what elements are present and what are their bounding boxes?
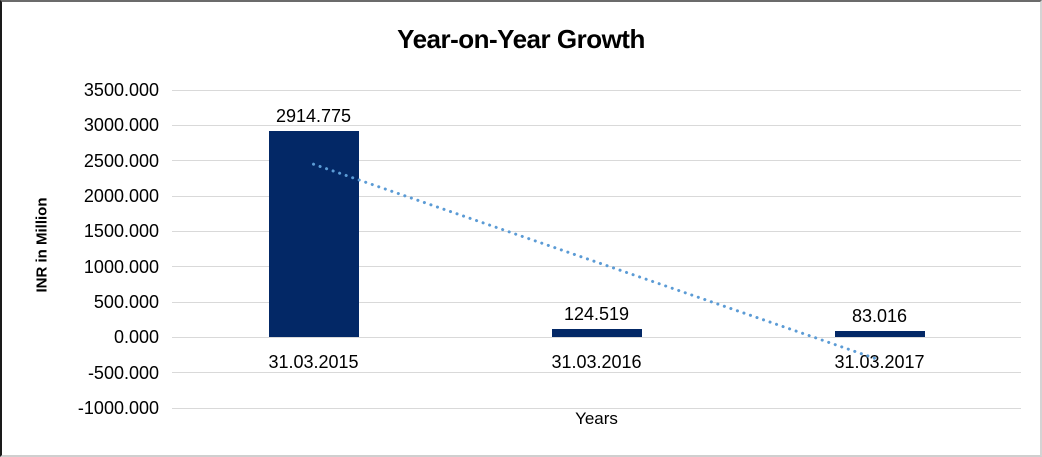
y-axis-title: INR in Million <box>33 197 51 293</box>
y-axis-tick-label: -1000.000 <box>77 398 159 418</box>
y-axis-tick-label: 1500.000 <box>83 221 159 242</box>
bar <box>834 331 925 338</box>
gridline <box>172 89 1021 91</box>
y-axis-tick-label: 0.000 <box>113 327 159 348</box>
bar <box>551 328 642 338</box>
bar-data-label: 83.016 <box>851 306 908 327</box>
x-axis-category-label: 31.03.2015 <box>268 352 359 373</box>
bar-data-label: 2914.775 <box>275 106 352 127</box>
gridline <box>172 372 1021 374</box>
gridline <box>172 124 1021 126</box>
y-axis-tick-label: 3000.000 <box>83 115 159 136</box>
bar-data-label: 124.519 <box>563 303 630 324</box>
y-axis-tick-label: 2500.000 <box>83 150 159 171</box>
y-axis-tick-label: 3500.000 <box>83 80 159 100</box>
y-axis-tick-label: 500.000 <box>93 292 159 312</box>
x-axis-title: Years <box>575 409 618 428</box>
x-axis-category-label: 31.03.2017 <box>834 352 925 373</box>
y-axis-tick-label: 2000.000 <box>83 186 159 206</box>
chart-title: Year-on-Year Growth <box>397 24 645 54</box>
y-axis-tick-label: -500.000 <box>87 362 159 383</box>
bar <box>268 131 359 338</box>
x-axis-category-label: 31.03.2016 <box>551 352 642 373</box>
gridline <box>172 160 1021 162</box>
gridline <box>172 407 1021 409</box>
y-axis-tick-label: 1000.000 <box>83 256 159 277</box>
